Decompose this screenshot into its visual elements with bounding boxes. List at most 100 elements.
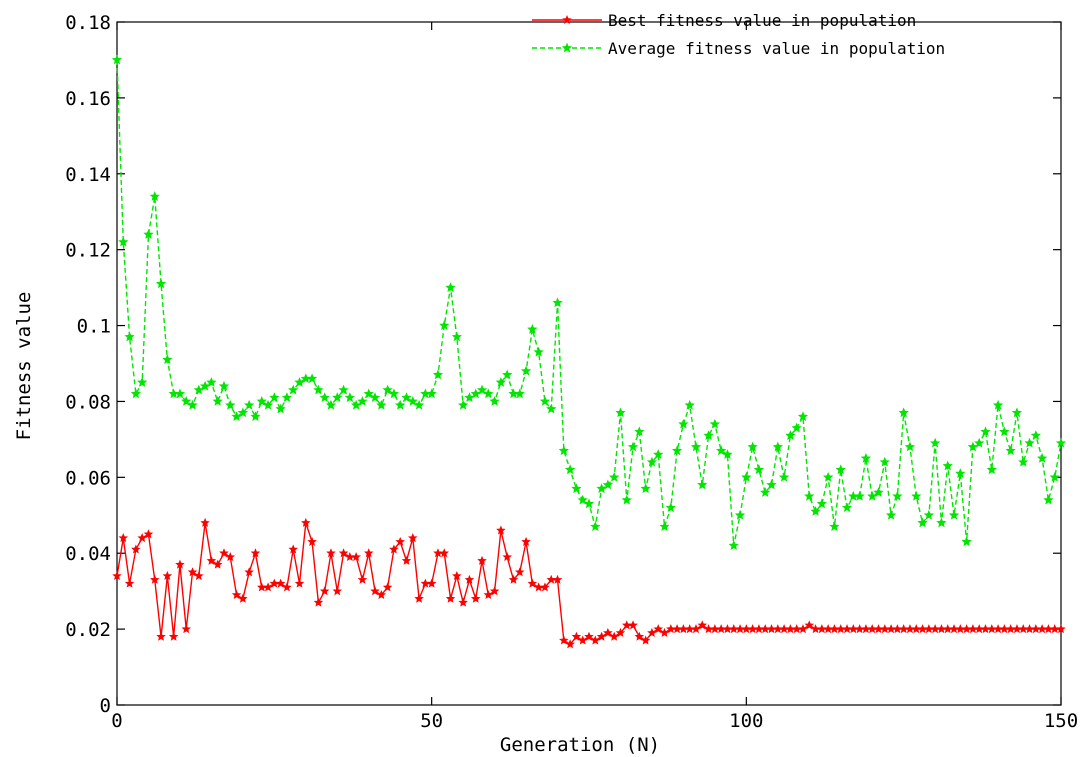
data-point [961, 536, 972, 547]
data-point [1012, 624, 1022, 634]
data-point [999, 624, 1010, 634]
data-point [583, 498, 595, 509]
data-point [942, 624, 953, 634]
data-point [301, 517, 311, 527]
data-point [804, 620, 815, 630]
data-point [854, 490, 865, 501]
data-point [338, 548, 349, 558]
data-point [596, 631, 607, 641]
data-point [533, 346, 544, 357]
data-point [665, 502, 676, 513]
data-point [948, 509, 960, 520]
data-point [395, 536, 405, 546]
data-point [691, 624, 701, 634]
data-point [917, 624, 928, 634]
data-point [514, 388, 525, 399]
data-point [634, 631, 645, 641]
data-point [382, 582, 393, 592]
data-point [1043, 494, 1054, 505]
data-point [778, 471, 790, 482]
data-point [773, 624, 783, 634]
y-tick-label: 0.08 [65, 391, 111, 413]
data-point [194, 571, 204, 581]
data-point [804, 490, 815, 501]
data-point [647, 627, 657, 637]
y-tick-label: 0.12 [65, 240, 111, 262]
data-point [282, 582, 292, 592]
plot-frame [116, 21, 1062, 706]
data-point [622, 620, 632, 630]
data-point [527, 578, 538, 588]
data-point [244, 567, 254, 577]
data-point [798, 624, 808, 634]
data-point [257, 582, 267, 592]
data-point [306, 373, 318, 384]
data-point [413, 399, 425, 410]
data-point [124, 578, 135, 588]
data-point [376, 589, 387, 599]
data-point [911, 624, 921, 634]
data-point [131, 544, 141, 554]
data-point [458, 597, 468, 607]
data-point [747, 624, 758, 634]
y-tick-label: 0 [100, 695, 111, 717]
data-point [753, 464, 765, 475]
data-point [615, 627, 626, 637]
data-point [823, 471, 834, 482]
data-point [162, 354, 173, 365]
data-point [489, 586, 500, 596]
data-point [659, 627, 670, 637]
data-point [426, 388, 437, 399]
data-point [672, 624, 682, 634]
data-point [143, 529, 154, 539]
data-point [942, 460, 953, 471]
data-point [181, 396, 192, 406]
data-point [911, 490, 922, 501]
data-point [716, 624, 726, 634]
data-point [992, 399, 1004, 410]
legend-label-0: Best fitness value in population [608, 11, 916, 30]
data-point [627, 441, 639, 452]
data-point [999, 426, 1010, 437]
legend-label-1: Average fitness value in population [608, 39, 945, 58]
y-tick-label: 0.18 [65, 12, 111, 34]
data-point [577, 635, 588, 645]
data-point [143, 229, 154, 239]
y-axis-label: Fitness value [13, 292, 35, 441]
data-point [754, 624, 764, 634]
data-point [1055, 437, 1067, 448]
data-point [111, 54, 123, 65]
data-point [930, 437, 941, 448]
series-line-1 [116, 59, 1062, 546]
data-point [936, 624, 947, 634]
data-point [332, 586, 343, 596]
data-point [275, 403, 286, 414]
y-tick-label: 0.02 [65, 619, 111, 641]
data-point [791, 624, 802, 634]
data-point [149, 191, 160, 201]
data-point [703, 624, 714, 634]
legend-marker-1 [561, 42, 573, 53]
data-point [231, 589, 242, 599]
data-point [156, 631, 166, 641]
data-point [854, 624, 865, 634]
data-point [892, 624, 903, 634]
data-point [734, 509, 746, 520]
data-point [684, 624, 695, 634]
data-point [602, 479, 613, 490]
data-point [200, 517, 210, 527]
data-point [772, 441, 783, 452]
data-point [571, 631, 582, 641]
data-point [905, 624, 915, 634]
data-point [697, 620, 708, 630]
data-point [634, 426, 645, 437]
data-point [332, 392, 343, 403]
data-point [571, 483, 582, 494]
data-point [873, 624, 884, 634]
data-point [193, 384, 204, 395]
data-point [898, 407, 909, 418]
data-point [130, 388, 141, 399]
data-point [281, 392, 293, 403]
data-point [760, 487, 771, 497]
data-point [728, 540, 739, 550]
